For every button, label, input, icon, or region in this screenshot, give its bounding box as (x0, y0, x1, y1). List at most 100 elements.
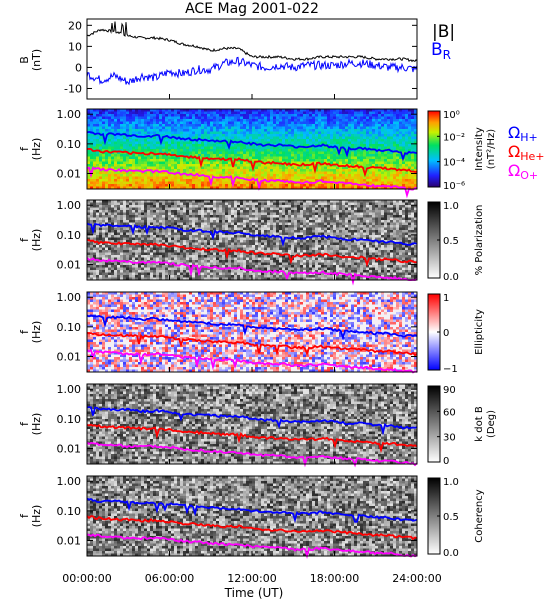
spectrogram-cell (285, 129, 289, 132)
spectrogram-cell (234, 144, 238, 147)
spectrogram-cell (330, 186, 334, 190)
spectrogram-cell (93, 250, 97, 253)
spectrogram-cell (90, 114, 94, 117)
spectrogram-cell (222, 161, 226, 165)
spectrogram-cell (237, 124, 241, 127)
spectrogram-cell (402, 181, 406, 185)
spectrogram-cell (111, 129, 115, 132)
spectrogram-cell (180, 151, 184, 155)
spectrogram-cell (159, 184, 163, 187)
spectrogram-cell (186, 207, 190, 211)
spectrogram-cell (237, 181, 241, 185)
spectrogram-cell (174, 144, 178, 147)
spectrogram-cell (366, 176, 370, 180)
spectrogram-cell (177, 242, 181, 246)
spectrogram-cell (207, 202, 211, 206)
spectrogram-cell (270, 151, 274, 155)
spectrogram-cell (174, 242, 178, 246)
spectrogram-cell (165, 230, 169, 233)
spectrogram-cell (189, 275, 193, 278)
spectrogram-cell (297, 124, 301, 127)
spectrogram-cell (114, 186, 118, 190)
spectrogram-cell (186, 169, 190, 172)
spectrogram-cell (207, 200, 211, 203)
spectrogram-cell (339, 139, 343, 142)
spectrogram-cell (270, 171, 274, 175)
spectrogram-cell (228, 119, 232, 122)
spectrogram-cell (198, 252, 202, 256)
spectrogram-cell (201, 176, 205, 180)
spectrogram-cell (141, 220, 145, 223)
spectrogram-cell (303, 154, 307, 157)
spectrogram-cell (291, 179, 295, 182)
spectrogram-cell (261, 116, 265, 120)
spectrogram-cell (168, 260, 172, 263)
spectrogram-cell (342, 149, 346, 152)
spectrogram-cell (399, 166, 403, 170)
spectrogram-cell (408, 161, 412, 165)
spectrogram-cell (183, 225, 187, 228)
spectrogram-cell (126, 227, 130, 231)
spectrogram-cell (114, 250, 118, 253)
spectrogram-cell (105, 227, 109, 231)
spectrogram-cell (87, 212, 91, 216)
spectrogram-cell (147, 176, 151, 180)
spectrogram-cell (402, 139, 406, 142)
spectrogram-cell (213, 250, 217, 253)
spectrogram-cell (126, 277, 130, 281)
spectrogram-cell (399, 171, 403, 175)
spectrogram-cell (297, 119, 301, 122)
spectrogram-cell (315, 159, 319, 162)
spectrogram-cell (222, 169, 226, 172)
spectrogram-cell (219, 240, 223, 243)
spectrogram-cell (186, 129, 190, 132)
spectrogram-cell (396, 164, 400, 167)
spectrogram-cell (93, 247, 97, 251)
spectrogram-cell (210, 205, 214, 208)
spectrogram-cell (240, 179, 244, 182)
spectrogram-cell (168, 242, 172, 246)
spectrogram-cell (336, 174, 340, 177)
spectrogram-cell (276, 109, 280, 112)
spectrogram-cell (402, 184, 406, 187)
spectrogram-cell (216, 164, 220, 167)
spectrogram-cell (216, 141, 220, 145)
spectrogram-cell (324, 124, 328, 127)
spectrogram-cell (195, 250, 199, 253)
spectrogram-cell (129, 220, 133, 223)
spectrogram-cell (345, 134, 349, 137)
spectrogram-cell (264, 174, 268, 177)
spectrogram-cell (345, 174, 349, 177)
spectrogram-cell (105, 270, 109, 273)
spectrogram-cell (213, 210, 217, 213)
spectrogram-cell (270, 176, 274, 180)
spectrogram-cell (141, 111, 145, 115)
spectrogram-cell (210, 111, 214, 115)
spectrogram-cell (96, 257, 100, 261)
spectrogram-cell (87, 202, 91, 206)
spectrogram-cell (210, 134, 214, 137)
spectrogram-cell (108, 257, 112, 261)
b-panel-frame (86, 18, 418, 100)
spectrogram-cell (171, 164, 175, 167)
spectrogram-cell (174, 270, 178, 273)
freq-ylabel: f (18, 146, 31, 151)
spectrogram-cell (159, 136, 163, 140)
spectrogram-cell (132, 262, 136, 266)
spectrogram-cell (192, 129, 196, 132)
spectrogram-cell (195, 184, 199, 187)
spectrogram-cell (135, 215, 139, 218)
spectrogram-cell (165, 111, 169, 115)
spectrogram-cell (249, 171, 253, 175)
spectrogram-cell (363, 141, 367, 145)
spectrogram-cell (258, 116, 262, 120)
spectrogram-cell (180, 166, 184, 170)
spectrogram-cell (405, 136, 409, 140)
spectrogram-cell (135, 275, 139, 278)
spectrogram-cell (147, 277, 151, 281)
spectrogram-cell (351, 114, 355, 117)
spectrogram-cell (96, 119, 100, 122)
spectrogram-cell (153, 212, 157, 216)
spectrogram-cell (357, 154, 361, 157)
spectrogram-cell (240, 146, 244, 150)
